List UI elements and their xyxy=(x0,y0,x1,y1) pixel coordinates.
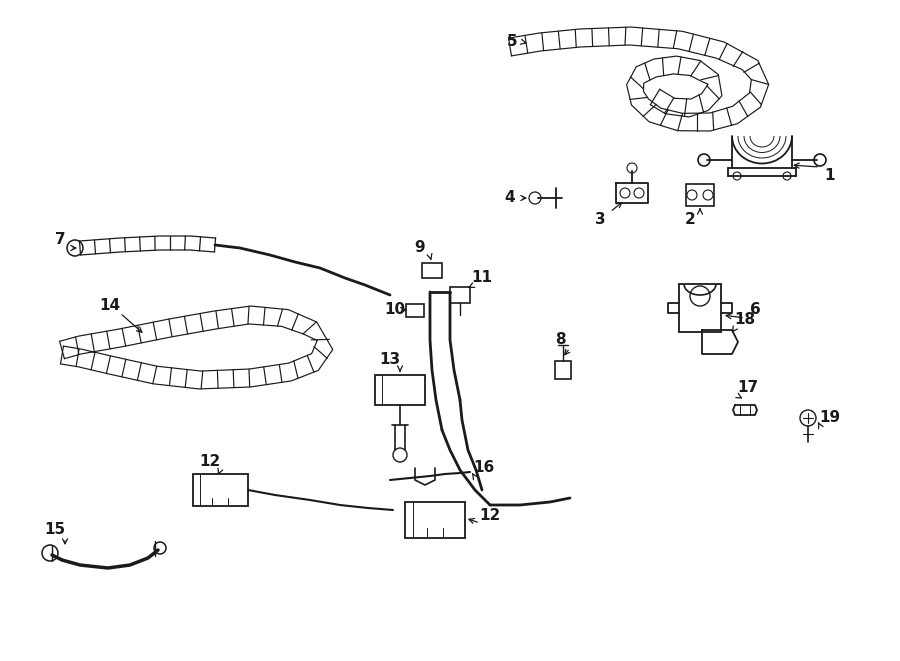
Text: 15: 15 xyxy=(44,522,66,537)
Text: 9: 9 xyxy=(415,241,426,256)
Bar xyxy=(555,361,571,379)
Bar xyxy=(405,502,465,538)
Text: 17: 17 xyxy=(737,381,759,395)
Bar xyxy=(375,375,425,405)
Bar xyxy=(406,303,424,317)
Text: 19: 19 xyxy=(819,410,841,426)
Text: 11: 11 xyxy=(472,270,492,286)
Text: 16: 16 xyxy=(473,461,495,475)
Bar xyxy=(450,287,470,303)
Text: 12: 12 xyxy=(200,455,220,469)
Text: 18: 18 xyxy=(734,313,756,327)
Text: 5: 5 xyxy=(507,34,517,50)
Text: 14: 14 xyxy=(99,297,121,313)
Text: 10: 10 xyxy=(384,303,406,317)
Text: 6: 6 xyxy=(750,303,760,317)
Text: 7: 7 xyxy=(55,233,66,247)
Text: 4: 4 xyxy=(505,190,516,206)
Text: 12: 12 xyxy=(480,508,500,522)
Bar xyxy=(422,262,442,278)
Text: 3: 3 xyxy=(595,212,606,227)
Text: 2: 2 xyxy=(685,212,696,227)
Bar xyxy=(686,184,714,206)
Text: 1: 1 xyxy=(824,167,835,182)
Bar xyxy=(193,474,248,506)
Bar xyxy=(679,284,721,332)
Text: 13: 13 xyxy=(380,352,400,368)
Text: 8: 8 xyxy=(554,332,565,348)
